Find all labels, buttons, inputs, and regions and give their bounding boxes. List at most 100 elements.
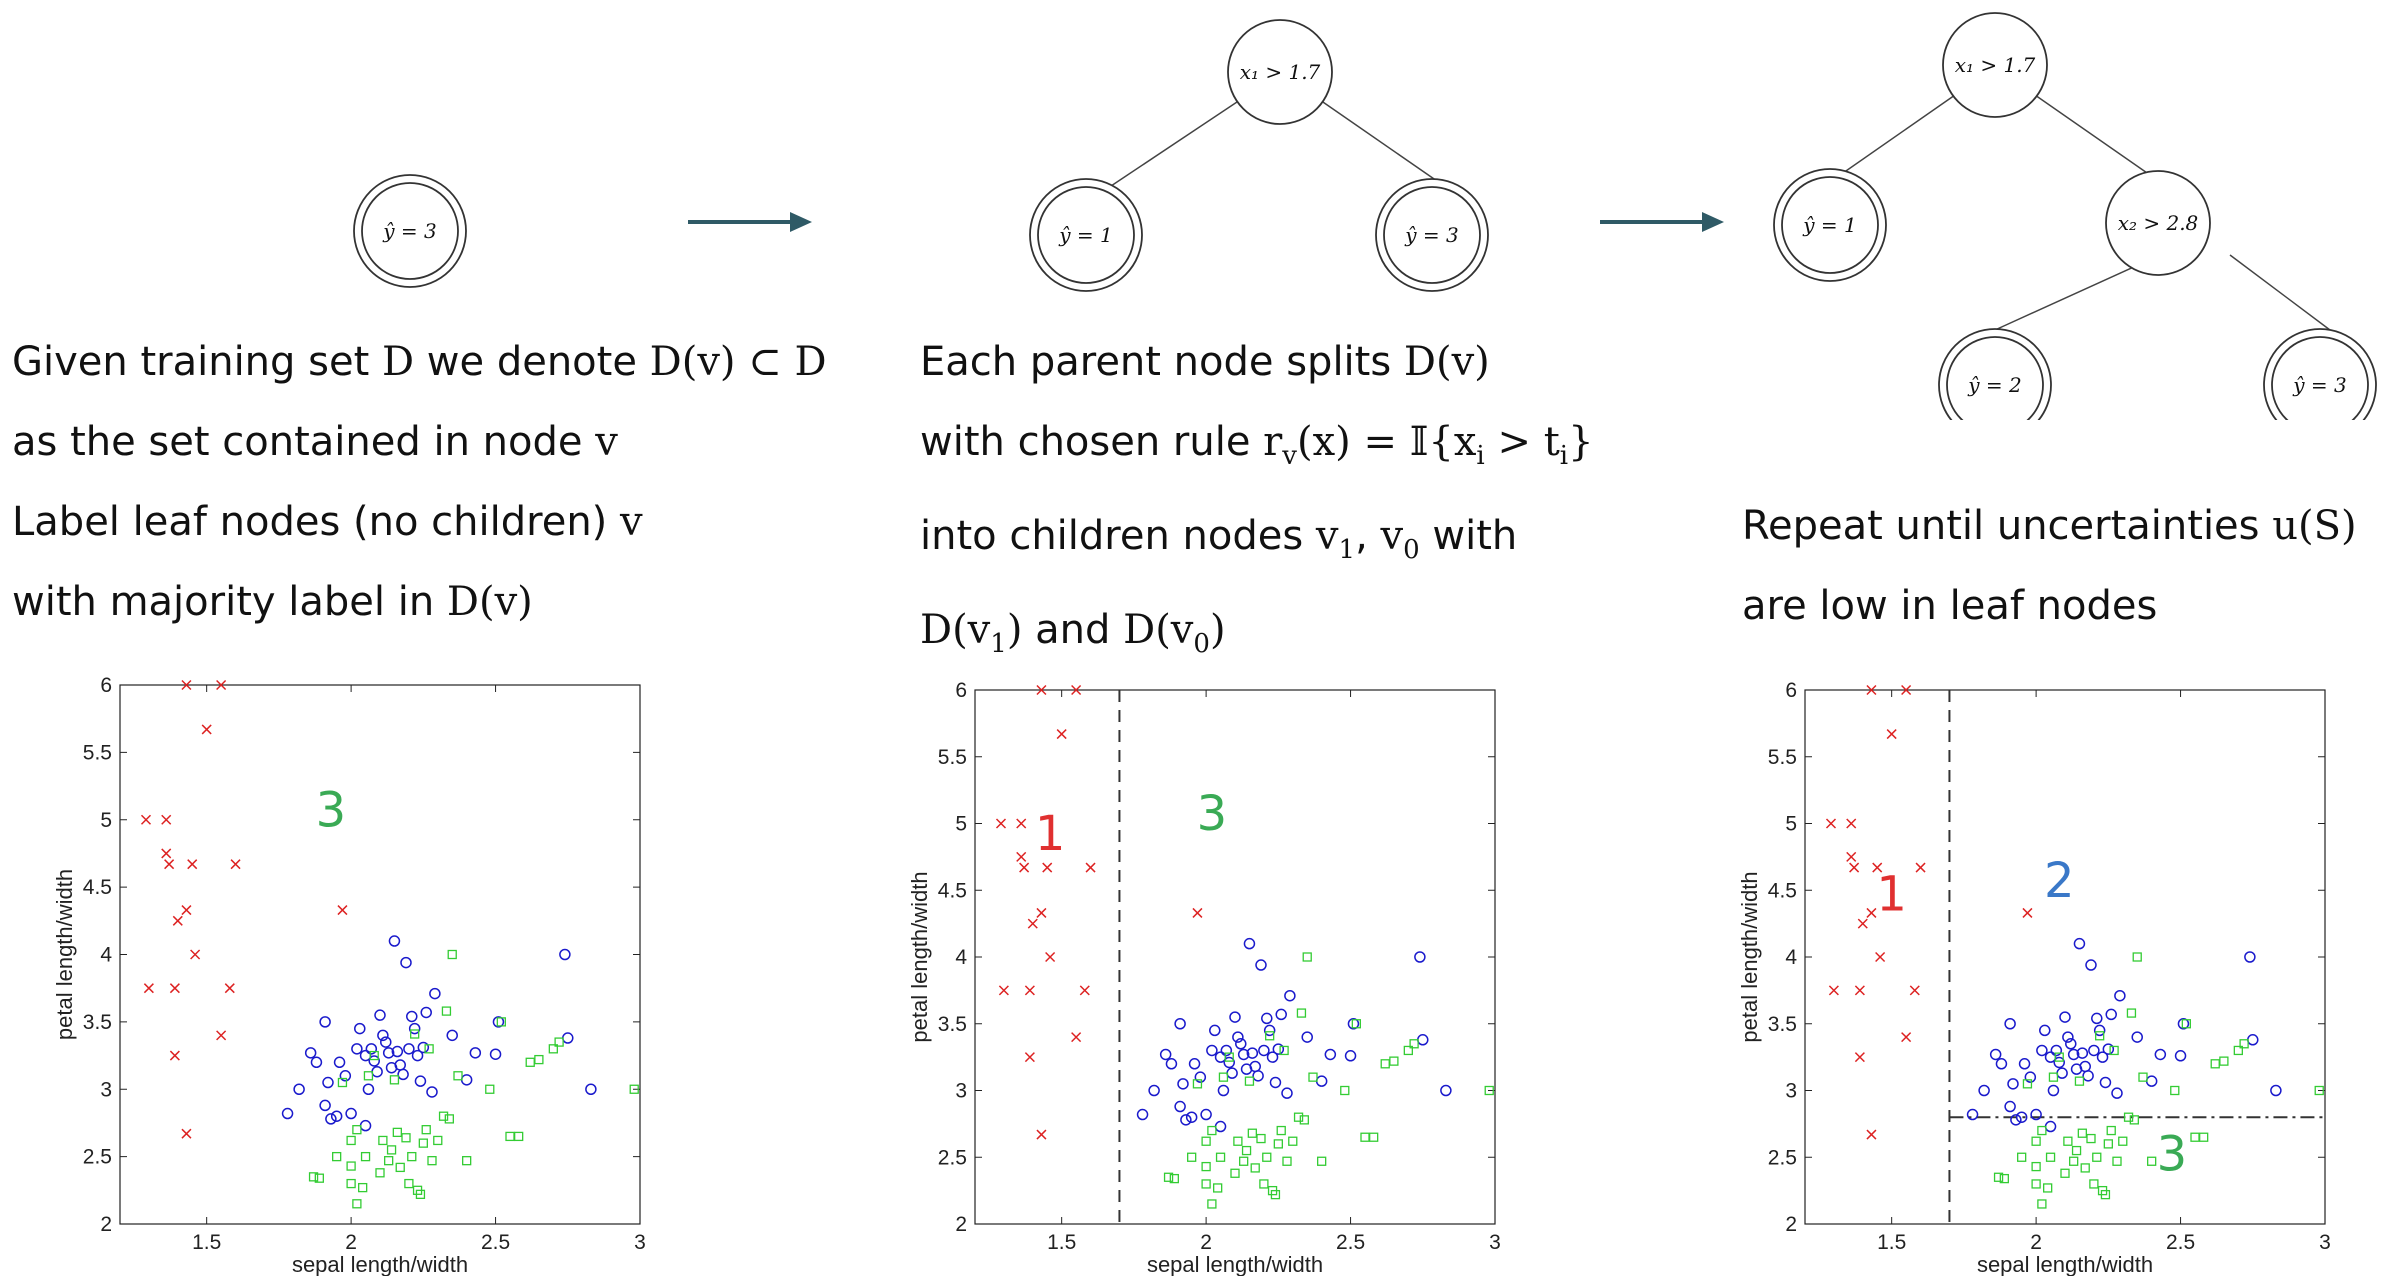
data-point-class2	[368, 1055, 380, 1067]
data-point-class3	[352, 1199, 362, 1209]
data-point-class3	[1380, 1059, 1390, 1069]
y-tick-label: 3.5	[1768, 1013, 1797, 1036]
y-tick-label: 4.5	[1768, 879, 1797, 902]
arrow-2-head	[1702, 212, 1724, 232]
data-point-class3	[1207, 1199, 1217, 1209]
data-point-class3	[2219, 1056, 2229, 1066]
data-point-class1	[1866, 684, 1877, 696]
data-point-class2	[559, 948, 571, 961]
tree2-right-label: ŷ = 3	[1404, 223, 1459, 247]
data-point-class2	[2050, 1044, 2063, 1057]
data-point-class2	[293, 1083, 305, 1095]
data-point-class1	[1036, 907, 1047, 918]
data-point-class3	[1360, 1132, 1370, 1142]
data-point-class1	[140, 814, 152, 825]
text3-line2: are low in leaf nodes	[1742, 566, 2357, 646]
arrow-1	[688, 212, 812, 232]
data-point-class3	[1201, 1179, 1211, 1189]
data-point-class1	[181, 905, 192, 916]
data-point-class2	[2131, 1031, 2143, 1043]
data-point-class1	[1909, 985, 1920, 996]
data-point-class3	[418, 1138, 428, 1148]
tree1-root-inner	[361, 182, 459, 280]
data-point-class1	[1901, 684, 1912, 696]
data-point-class1	[201, 724, 212, 735]
data-point-class3	[2181, 1019, 2191, 1029]
data-point-class1	[1846, 851, 1857, 862]
data-point-class2	[325, 1113, 337, 1125]
text2-line2-c: v	[1282, 441, 1297, 471]
data-point-class2	[1194, 1071, 1207, 1083]
y-tick-label: 2	[955, 1213, 967, 1236]
data-point-class2	[2062, 1031, 2074, 1043]
data-point-class3	[1230, 1168, 1240, 1178]
data-point-class3	[534, 1054, 544, 1065]
tree-1: ŷ = 3	[353, 174, 467, 288]
data-point-class3	[2080, 1163, 2090, 1173]
text2-line3-d: ,	[1355, 513, 1381, 559]
data-point-class1	[1825, 818, 1837, 829]
y-tick-label: 5	[100, 809, 112, 832]
text2-line4-a: D(v	[920, 607, 991, 653]
data-point-class1	[1056, 729, 1067, 740]
data-point-class2	[374, 1009, 386, 1021]
data-point-class3	[462, 1156, 472, 1166]
data-point-class3	[514, 1131, 524, 1142]
data-point-class3	[2063, 1136, 2073, 1146]
data-point-class2	[319, 1016, 331, 1028]
data-point-class2	[1344, 1050, 1357, 1062]
data-point-class2	[2039, 1024, 2051, 1037]
data-point-class2	[469, 1047, 482, 1059]
data-point-class2	[1185, 1111, 1198, 1123]
data-point-class3	[360, 1151, 371, 1162]
data-point-class3	[2071, 1145, 2082, 1156]
text2-line4-g: )	[1209, 607, 1226, 653]
data-point-class3	[496, 1017, 506, 1027]
text1-line4-b: D(v)	[446, 579, 533, 625]
data-point-class3	[1265, 1031, 1275, 1041]
tree2-edge-left	[1104, 99, 1241, 191]
x-tick-label: 2	[1200, 1231, 1212, 1254]
data-point-class3	[375, 1168, 385, 1178]
data-point-class2	[333, 1056, 346, 1069]
data-point-class3	[1262, 1152, 1272, 1162]
data-point-class2	[2096, 1051, 2109, 1063]
y-tick-label: 6	[955, 679, 967, 702]
arrow-1-head	[790, 212, 812, 232]
data-point-class1	[216, 679, 227, 691]
data-point-class3	[2129, 1115, 2139, 1125]
data-point-class2	[1966, 1108, 1979, 1121]
data-point-class3	[2074, 1076, 2085, 1086]
data-point-class3	[2314, 1085, 2324, 1096]
data-point-class3	[346, 1178, 356, 1189]
data-point-class3	[332, 1151, 342, 1162]
y-tick-label: 5	[955, 813, 967, 836]
data-point-class3	[1233, 1136, 1243, 1146]
data-point-class1	[187, 859, 198, 870]
data-point-class1	[1849, 862, 1860, 873]
data-point-class2	[585, 1083, 597, 1095]
tree2-root-label: x₁ > 1.7	[1240, 60, 1321, 84]
data-point-class3	[1213, 1183, 1223, 1193]
y-tick-label: 4	[955, 946, 967, 969]
data-point-class2	[2024, 1071, 2037, 1083]
text2-line4-e: D(v	[1123, 607, 1194, 653]
y-tick-label: 5.5	[1768, 746, 1797, 769]
data-point-class2	[1206, 1044, 1218, 1057]
data-point-class3	[1484, 1085, 1494, 1096]
data-point-class2	[351, 1043, 363, 1055]
data-point-class2	[391, 1045, 404, 1058]
data-point-class2	[1180, 1114, 1192, 1126]
data-point-class3	[447, 949, 457, 960]
data-point-class3	[1244, 1076, 1255, 1086]
data-point-class1	[1886, 729, 1897, 740]
plot-frame	[119, 684, 641, 1225]
y-tick-label: 2.5	[938, 1146, 967, 1169]
data-point-class3	[2132, 952, 2142, 962]
text1-line1-b: D	[381, 339, 415, 385]
data-point-class3	[2095, 1031, 2105, 1041]
data-point-class3	[1282, 1156, 1292, 1166]
data-point-class2	[2093, 1024, 2106, 1037]
text1-line2-b: v	[595, 419, 618, 465]
text1-line1: Given training set D we denote D(v) ⊂ D	[12, 322, 827, 402]
